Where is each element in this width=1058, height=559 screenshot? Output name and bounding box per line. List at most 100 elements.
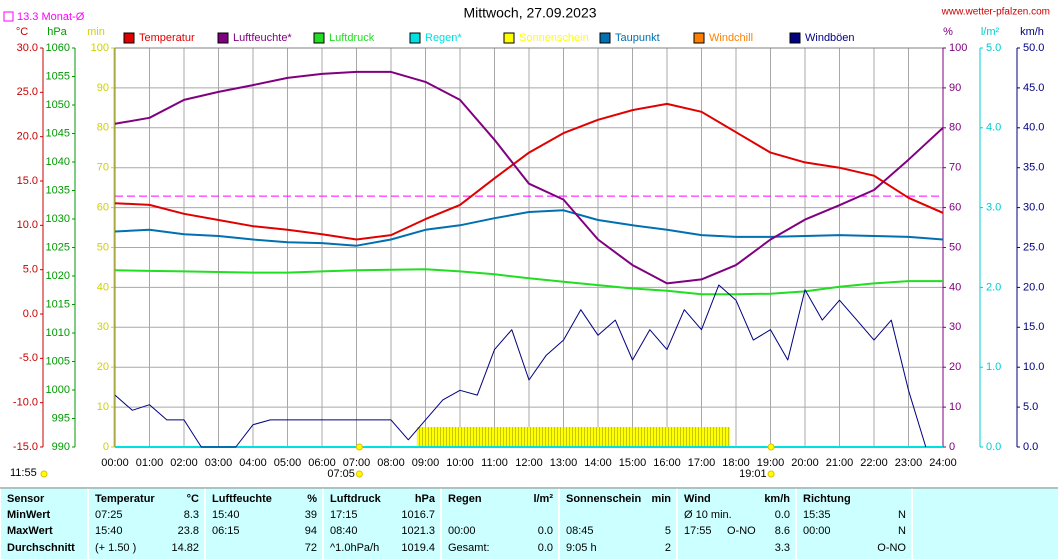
y-tick-label: 20 <box>97 361 109 373</box>
y-tick-label: 0.0 <box>986 441 1001 453</box>
y-tick-label: 20 <box>949 361 961 373</box>
x-tick-label: 23:00 <box>895 457 923 469</box>
y-tick-label: 1000 <box>46 384 70 396</box>
y-tick-label: 30.0 <box>17 42 38 54</box>
cell-time: ^1.0hPa/h <box>330 542 379 554</box>
row-label: Durchschnitt <box>7 542 75 554</box>
x-tick-label: 13:00 <box>550 457 578 469</box>
table-unit: min <box>651 493 671 505</box>
x-tick-label: 14:00 <box>584 457 612 469</box>
legend-swatch <box>123 32 135 44</box>
sunshine-bars <box>416 427 731 447</box>
marker-label: 19:01 <box>739 468 767 480</box>
y-tick-label: 4.0 <box>986 122 1001 134</box>
y-tick-label: 1045 <box>46 127 70 139</box>
cell-value: N <box>898 509 906 521</box>
y-tick-label: 100 <box>91 42 109 54</box>
y-tick-label: 995 <box>52 412 70 424</box>
cell-value: 94 <box>305 525 317 537</box>
cell-value: 72 <box>305 542 317 554</box>
series-line <box>115 209 943 247</box>
y-tick-label: 1035 <box>46 184 70 196</box>
series-line <box>115 284 927 448</box>
y-tick-label: 3.0 <box>986 202 1001 214</box>
cell-value: 14.82 <box>171 542 199 554</box>
cell-value: 39 <box>305 509 317 521</box>
x-tick-label: 19:00 <box>757 457 785 469</box>
y-tick-label: 60 <box>97 202 109 214</box>
axis-unit: l/m² <box>981 26 1000 38</box>
reference-label: 13.3 Monat-Ø <box>17 11 85 23</box>
y-tick-label: 5.0 <box>23 264 38 276</box>
y-tick-label: 50 <box>97 241 109 253</box>
y-tick-label: 40.0 <box>1023 122 1044 134</box>
y-tick-label: 30 <box>97 321 109 333</box>
cell-time: 00:00 <box>448 525 476 537</box>
y-tick-label: 10.0 <box>1023 361 1044 373</box>
y-tick-label: 50 <box>949 241 961 253</box>
x-tick-label: 06:00 <box>308 457 336 469</box>
y-tick-label: 40 <box>97 281 109 293</box>
y-tick-label: 5.0 <box>1023 401 1038 413</box>
x-tick-label: 22:00 <box>860 457 888 469</box>
y-tick-label: 0 <box>103 441 109 453</box>
cell-value: 23.8 <box>178 525 199 537</box>
x-tick-label: 05:00 <box>274 457 302 469</box>
y-tick-label: 20.0 <box>1023 281 1044 293</box>
legend-label: Regen* <box>425 32 462 44</box>
y-tick-label: 35.0 <box>1023 162 1044 174</box>
plot-area <box>115 70 943 448</box>
table-header: Sonnenschein <box>566 493 641 505</box>
axis-unit: % <box>943 26 953 38</box>
reference-key <box>3 11 14 22</box>
table-header: Sensor <box>7 493 45 505</box>
x-tick-label: 09:00 <box>412 457 440 469</box>
y-tick-label: -15.0 <box>13 441 38 453</box>
y-tick-label: 50.0 <box>1023 42 1044 54</box>
y-tick-label: 45.0 <box>1023 82 1044 94</box>
y-tick-label: 30.0 <box>1023 202 1044 214</box>
y-tick-label: 2.0 <box>986 281 1001 293</box>
y-tick-label: 100 <box>949 42 967 54</box>
y-tick-label: 90 <box>97 82 109 94</box>
y-tick-label: 30 <box>949 321 961 333</box>
axis-unit: hPa <box>47 26 67 38</box>
cell-value: O-NO <box>877 542 906 554</box>
y-tick-label: 0 <box>949 441 955 453</box>
legend-label: Luftdruck <box>329 32 375 44</box>
x-tick-label: 20:00 <box>791 457 819 469</box>
cell-time: 17:55 <box>684 525 712 537</box>
y-tick-label: 25.0 <box>1023 241 1044 253</box>
chart-title: Mittwoch, 27.09.2023 <box>463 5 596 21</box>
cell-value: 8.3 <box>184 509 199 521</box>
y-tick-label: 1.0 <box>986 361 1001 373</box>
axis-unit: km/h <box>1020 26 1044 38</box>
y-tick-label: 80 <box>949 122 961 134</box>
cell-time: 15:35 <box>803 509 831 521</box>
y-tick-label: 60 <box>949 202 961 214</box>
marker-label: 11:55 <box>10 467 37 479</box>
y-tick-label: 40 <box>949 281 961 293</box>
y-tick-label: 10 <box>949 401 961 413</box>
x-tick-label: 15:00 <box>619 457 647 469</box>
y-tick-label: 1030 <box>46 213 70 225</box>
sun-icon <box>767 470 775 478</box>
series-line <box>115 70 943 285</box>
marker-label: 07:05 <box>327 468 355 480</box>
sun-icon <box>355 443 363 451</box>
cell-time: 06:15 <box>212 525 240 537</box>
legend-swatch <box>409 32 421 44</box>
legend-swatch <box>217 32 229 44</box>
cell-time: 15:40 <box>95 525 123 537</box>
axis-unit: °C <box>16 26 28 38</box>
x-tick-label: 10:00 <box>446 457 474 469</box>
cell-value: 0.0 <box>775 509 790 521</box>
x-tick-label: 18:00 <box>722 457 750 469</box>
cell-value: 0.0 <box>538 542 553 554</box>
y-tick-label: -5.0 <box>19 352 38 364</box>
cell-value: 2 <box>665 542 671 554</box>
y-tick-label: 1010 <box>46 327 70 339</box>
y-tick-label: 1055 <box>46 70 70 82</box>
y-tick-label: 20.0 <box>17 131 38 143</box>
